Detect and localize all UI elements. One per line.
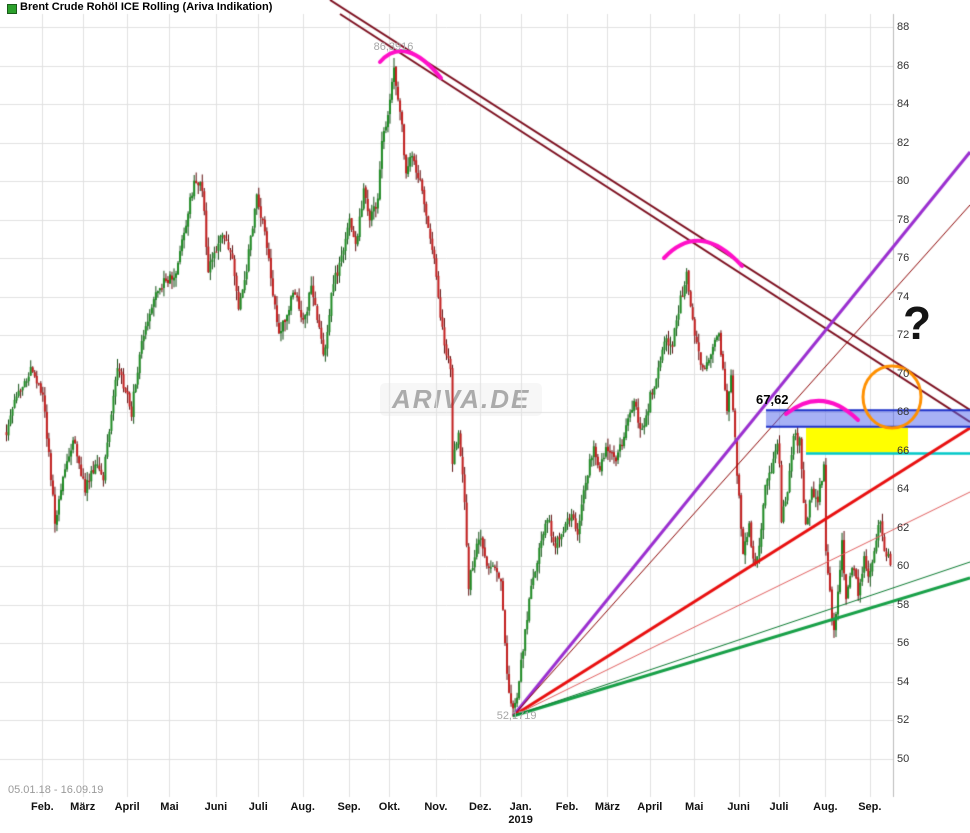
y-axis-tick-label: 64 [897, 483, 910, 496]
x-axis-month-label: Mai [685, 801, 704, 813]
y-axis-tick-label: 50 [897, 752, 910, 765]
y-axis-tick-label: 60 [897, 560, 910, 573]
low-price-label: 52,1719 [496, 710, 537, 723]
x-axis-month-label: März [594, 801, 620, 813]
x-axis-month-label: Juli [248, 801, 268, 813]
y-axis-tick-label: 86 [897, 59, 910, 72]
y-axis-tick-label: 68 [897, 406, 910, 419]
y-axis-tick-label: 52 [897, 714, 910, 727]
y-axis-tick-label: 84 [897, 98, 910, 111]
y-axis-tick-label: 54 [897, 675, 910, 688]
x-axis-month-label: Mai [160, 801, 179, 813]
chart-title: Brent Crude Rohöl ICE Rolling (Ariva Ind… [20, 1, 273, 13]
x-axis-month-label: Okt. [378, 801, 401, 813]
x-axis-month-label: Dez. [468, 801, 492, 813]
y-axis-tick-label: 72 [897, 329, 910, 342]
series-color-icon [7, 4, 17, 14]
y-axis-tick-label: 78 [897, 213, 910, 226]
x-axis-month-label: Aug. [290, 801, 315, 813]
y-axis-tick-label: 70 [897, 367, 910, 380]
y-axis-tick-label: 74 [897, 290, 910, 303]
x-axis-month-label: Aug. [813, 801, 838, 813]
y-axis-tick-label: 56 [897, 637, 910, 650]
resistance-level-label: 67,62 [756, 392, 789, 407]
x-axis-month-label: April [114, 801, 140, 813]
y-axis-tick-label: 76 [897, 252, 910, 265]
x-axis-month-label: März [70, 801, 96, 813]
high-price-label: 86,3916 [373, 40, 414, 53]
x-axis-month-label: Sep. [858, 801, 882, 813]
y-axis-tick-label: 88 [897, 21, 910, 33]
date-range-label: 05.01.18 - 16.09.19 [8, 784, 104, 796]
x-axis-month-label: Feb. [31, 801, 54, 813]
x-axis-month-label: Juni [727, 801, 750, 813]
x-axis-month-label: Juli [769, 801, 789, 813]
y-axis-tick-label: 66 [897, 444, 910, 457]
y-axis-tick-label: 80 [897, 175, 910, 188]
x-axis-year-label: 2019 [508, 814, 533, 826]
y-axis-tick-label: 58 [897, 598, 910, 611]
x-axis-month-label: Sep. [337, 801, 361, 813]
x-axis-month-label: Juni [204, 801, 228, 813]
x-axis-month-label: April [637, 801, 663, 813]
y-axis-tick-label: 82 [897, 136, 910, 149]
x-axis-month-label: Jan. [509, 801, 532, 813]
x-axis-month-label: Nov. [424, 801, 448, 813]
y-axis-tick-label: 62 [897, 521, 910, 534]
question-mark-annotation: ? [903, 297, 932, 349]
x-axis-month-label: Feb. [555, 801, 579, 813]
